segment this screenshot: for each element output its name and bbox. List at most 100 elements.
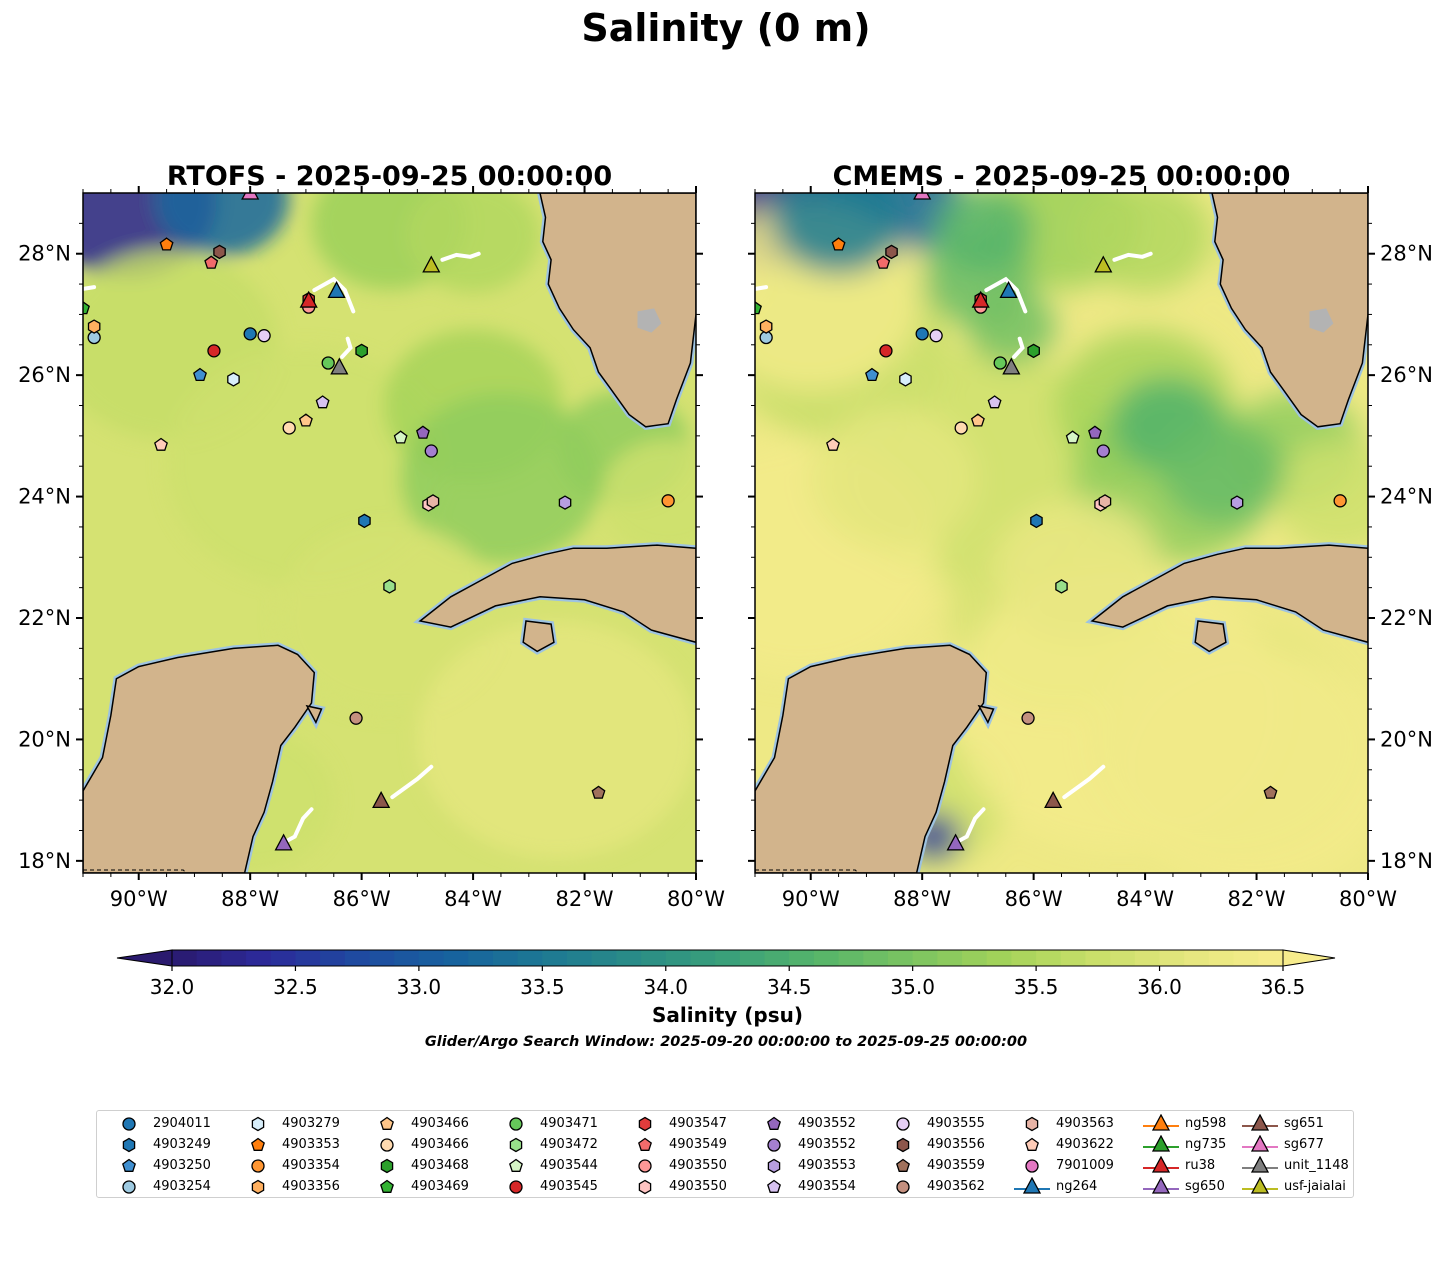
marker-unit_1148 [1002,357,1021,375]
glider-track [390,764,434,800]
marker-unit_1148 [1250,1156,1270,1173]
land-yucatan [83,644,316,873]
panel-title: CMEMS - 2025-09-25 00:00:00 [833,161,1291,192]
marker-4903552 [767,1138,781,1152]
marker-4903472 [383,579,396,594]
marker-4903553 [1230,495,1244,510]
marker-4903353 [251,1137,265,1151]
marker-4903250 [193,367,207,382]
panel-title: RTOFS - 2025-09-25 00:00:00 [167,161,612,192]
marker-ng264 [327,280,346,299]
x-tick-label: 84°W [1116,887,1174,911]
land-yucatan [755,644,988,873]
colorbar-tick-label: 32.0 [150,975,195,999]
colorbar-tick-label: 34.0 [644,975,689,999]
y-tick-label: 24°N [18,485,71,509]
legend-label: 4903471 [540,1116,598,1131]
legend-label: 4903552 [798,1137,856,1152]
marker-4903545 [207,344,221,358]
legend-label: 7901009 [1056,1158,1114,1173]
legend-label: unit_1148 [1284,1158,1349,1173]
legend-label: ng264 [1056,1179,1098,1194]
marker-4903552 [424,444,438,458]
colorbar-tick-label: 36.5 [1261,975,1306,999]
marker-4903356 [87,319,101,334]
land-isla [1194,620,1227,653]
legend-label: 4903547 [669,1116,727,1131]
glider-track [312,276,356,314]
legend-label: 4903356 [282,1179,340,1194]
legend-label: 4903279 [282,1116,340,1131]
legend-label: 4903562 [927,1179,985,1194]
colorbar-tick-label: 35.0 [890,975,935,999]
marker-4903466 [298,413,313,427]
marker-4903544 [393,430,408,444]
x-tick-label: 84°W [444,887,502,911]
marker-4903468 [380,1158,394,1174]
marker-4903547 [638,1116,652,1132]
glider-track [281,807,314,845]
legend-label: 4903559 [927,1158,985,1173]
glider-track [1012,336,1025,359]
x-tick-label: 88°W [893,887,951,911]
marker-4903469 [380,1179,394,1193]
marker-4903356 [251,1179,265,1195]
legend-label: 4903550 [669,1158,727,1173]
colorbar-tick-label: 33.5 [520,975,565,999]
x-tick-label: 90°W [782,887,840,911]
legend-label: 4903468 [411,1158,469,1173]
marker-4903472 [1055,579,1068,594]
land-cozumel [305,704,323,725]
x-tick-label: 90°W [110,887,168,911]
marker-4903553 [558,495,572,510]
marker-4903466 [282,421,296,435]
marker-4903471 [993,356,1007,370]
map-panel-rtofs [83,193,696,873]
marker-4903466 [954,421,968,435]
marker-4903556 [213,244,226,260]
land-cozumel [977,704,995,725]
legend-label: 4903250 [153,1158,211,1173]
x-tick-label: 82°W [1228,887,1286,911]
y-tick-label: 28°N [18,242,71,266]
marker-4903554 [987,395,1002,409]
marker-ru38 [299,290,318,308]
marker-4903622 [826,437,840,451]
marker-4903279 [251,1116,265,1132]
marker-usf-jaialai [422,255,441,273]
legend-label: 4903472 [540,1137,598,1152]
legend: 2904011 4903249 4903250 4903254 4903279 49033… [96,1110,1354,1198]
marker-2904011 [122,1117,136,1131]
colorbar-extend-low [116,949,173,967]
glider-track [755,285,769,291]
legend-label: 4903622 [1056,1137,1114,1152]
marker-4903466 [380,1138,394,1152]
legend-label: 4903469 [411,1179,469,1194]
colorbar-tick-label: 36.0 [1137,975,1182,999]
lake-okeechobee [637,308,662,333]
marker-4903472 [509,1137,523,1153]
lake-okeechobee [1309,308,1334,333]
marker-4903250 [865,367,879,382]
marker-4903249 [122,1137,136,1153]
marker-4903555 [929,329,943,343]
marker-4903552 [767,1116,781,1130]
marker-4903544 [509,1158,523,1172]
marker-4903552 [416,425,430,439]
marker-4903562 [1021,711,1035,725]
marker-7901009 [1025,1159,1039,1173]
marker-sg650 [1151,1177,1171,1194]
marker-4903555 [257,329,271,343]
marker-4903563 [426,494,440,509]
marker-ng735 [1151,1135,1171,1152]
glider-track [440,251,481,262]
marker-4903555 [896,1117,910,1131]
marker-4903550 [638,1179,652,1195]
colorbar-tick-label: 32.5 [273,975,318,999]
x-tick-label: 88°W [221,887,279,911]
marker-4903553 [767,1158,781,1174]
marker-4903249 [358,513,371,529]
marker-4903279 [899,372,912,387]
marker-4903562 [896,1180,910,1194]
